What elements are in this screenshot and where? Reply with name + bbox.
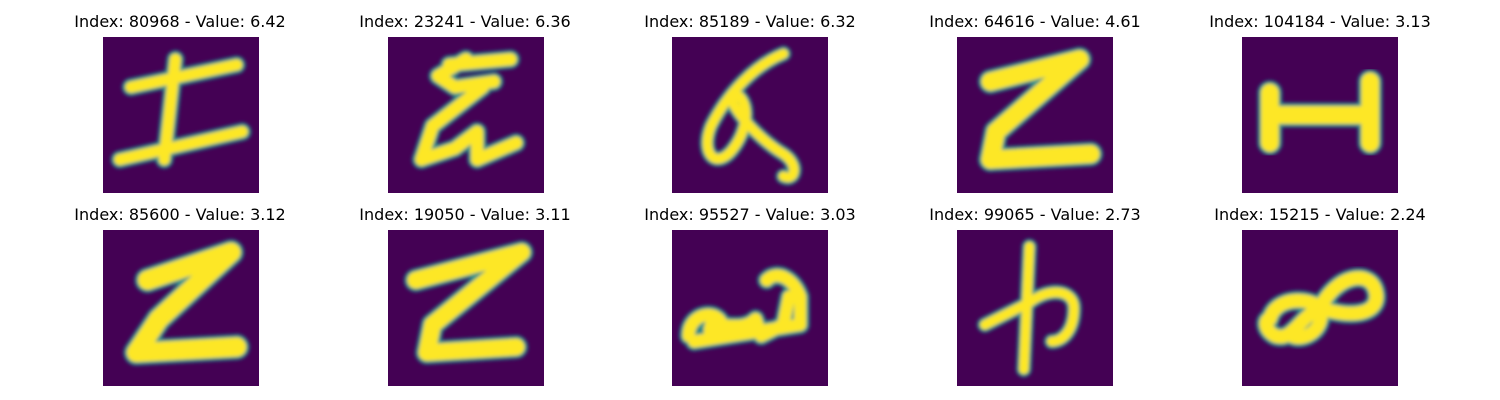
digit-image [957,37,1113,193]
digit-image [103,37,259,193]
panel-title: Index: 95527 - Value: 3.03 [644,205,856,224]
digit-image [672,37,828,193]
digit-image [957,230,1113,386]
digit-image [1242,230,1398,386]
panel-title: Index: 15215 - Value: 2.24 [1214,205,1426,224]
panel-title: Index: 80968 - Value: 6.42 [74,12,286,31]
digit-image [672,230,828,386]
digit-image [388,37,544,193]
digit-image [103,230,259,386]
panel-title: Index: 23241 - Value: 6.36 [359,12,571,31]
panel-title: Index: 99065 - Value: 2.73 [929,205,1141,224]
panel-title: Index: 85600 - Value: 3.12 [74,205,286,224]
panel-title: Index: 19050 - Value: 3.11 [359,205,571,224]
panel-title: Index: 85189 - Value: 6.32 [644,12,856,31]
panel-title: Index: 104184 - Value: 3.13 [1209,12,1431,31]
digit-image [1242,37,1398,193]
digit-image [388,230,544,386]
panel-title: Index: 64616 - Value: 4.61 [929,12,1141,31]
